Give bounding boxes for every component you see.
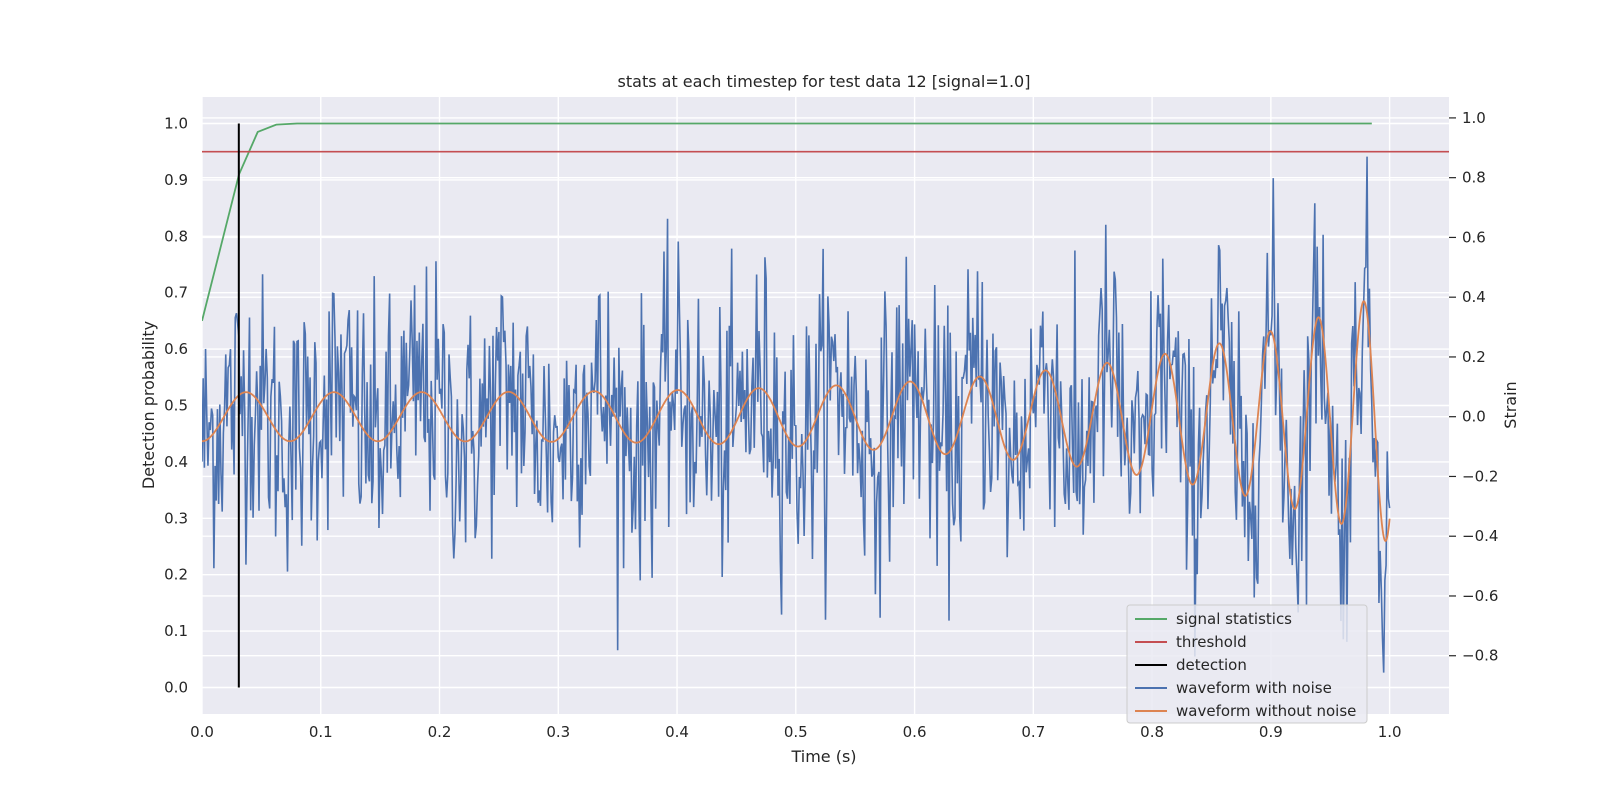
signal-statistics-line xyxy=(202,122,1372,322)
waveform-without-noise-line xyxy=(202,300,1391,543)
legend-label: waveform without noise xyxy=(1176,702,1356,720)
x-tick-label: 0.3 xyxy=(546,723,570,741)
x-tick-label: 0.2 xyxy=(428,723,452,741)
legend-label: threshold xyxy=(1176,633,1247,651)
left-y-tick-label: 0.1 xyxy=(164,622,188,640)
right-y-tick-label: −0.8 xyxy=(1462,647,1498,665)
x-tick-label: 0.0 xyxy=(190,723,214,741)
left-y-tick-label: 1.0 xyxy=(164,115,188,133)
left-y-tick-label: 0.9 xyxy=(164,171,188,189)
x-tick-label: 0.1 xyxy=(309,723,333,741)
right-y-tick-label: 0.6 xyxy=(1462,228,1486,246)
x-tick-label: 0.8 xyxy=(1140,723,1164,741)
left-y-tick-label: 0.8 xyxy=(164,227,188,245)
left-y-tick-label: 0.7 xyxy=(164,284,188,302)
left-y-axis-ticks: 0.0 0.1 0.2 0.3 0.4 0.5 0.6 0.7 0.8 0.9 1.0 xyxy=(164,115,188,697)
right-y-tick-label: 0.0 xyxy=(1462,408,1486,426)
x-tick-label: 0.4 xyxy=(665,723,689,741)
right-y-axis-ticks: −0.8 −0.6 −0.4 −0.2 0.0 0.2 0.4 0.6 0.8 1.0 xyxy=(1449,109,1498,665)
left-y-tick-label: 0.3 xyxy=(164,509,188,527)
legend-label: waveform with noise xyxy=(1176,679,1332,697)
legend: signal statistics threshold detection wavef… xyxy=(1126,604,1368,724)
right-y-tick-label: 0.4 xyxy=(1462,288,1486,306)
legend-label: detection xyxy=(1176,656,1247,674)
left-y-tick-label: 0.2 xyxy=(164,566,188,584)
right-y-tick-label: 0.2 xyxy=(1462,348,1486,366)
right-y-tick-label: −0.4 xyxy=(1462,527,1498,545)
x-tick-label: 1.0 xyxy=(1378,723,1402,741)
legend-box xyxy=(1126,604,1368,724)
x-tick-label: 0.9 xyxy=(1259,723,1283,741)
right-y-axis-label: Strain xyxy=(1501,381,1520,428)
x-tick-label: 0.6 xyxy=(903,723,927,741)
x-tick-label: 0.7 xyxy=(1021,723,1045,741)
x-axis-label: Time (s) xyxy=(790,747,856,766)
legend-label: signal statistics xyxy=(1176,610,1292,628)
right-y-tick-label: −0.2 xyxy=(1462,467,1498,485)
right-y-tick-label: −0.6 xyxy=(1462,587,1498,605)
waveform-with-noise-line xyxy=(202,156,1391,673)
left-y-tick-label: 0.5 xyxy=(164,397,188,415)
left-y-tick-label: 0.0 xyxy=(164,678,188,696)
left-y-tick-label: 0.6 xyxy=(164,340,188,358)
x-tick-label: 0.5 xyxy=(784,723,808,741)
chart-title: stats at each timestep for test data 12 … xyxy=(618,72,1031,91)
right-y-tick-label: 0.8 xyxy=(1462,169,1486,187)
left-y-axis-label: Detection probability xyxy=(139,321,158,489)
x-axis-ticks: 0.0 0.1 0.2 0.3 0.4 0.5 0.6 0.7 0.8 0.9 1.0 xyxy=(190,723,1401,741)
left-y-tick-label: 0.4 xyxy=(164,453,188,471)
right-y-tick-label: 1.0 xyxy=(1462,109,1486,127)
